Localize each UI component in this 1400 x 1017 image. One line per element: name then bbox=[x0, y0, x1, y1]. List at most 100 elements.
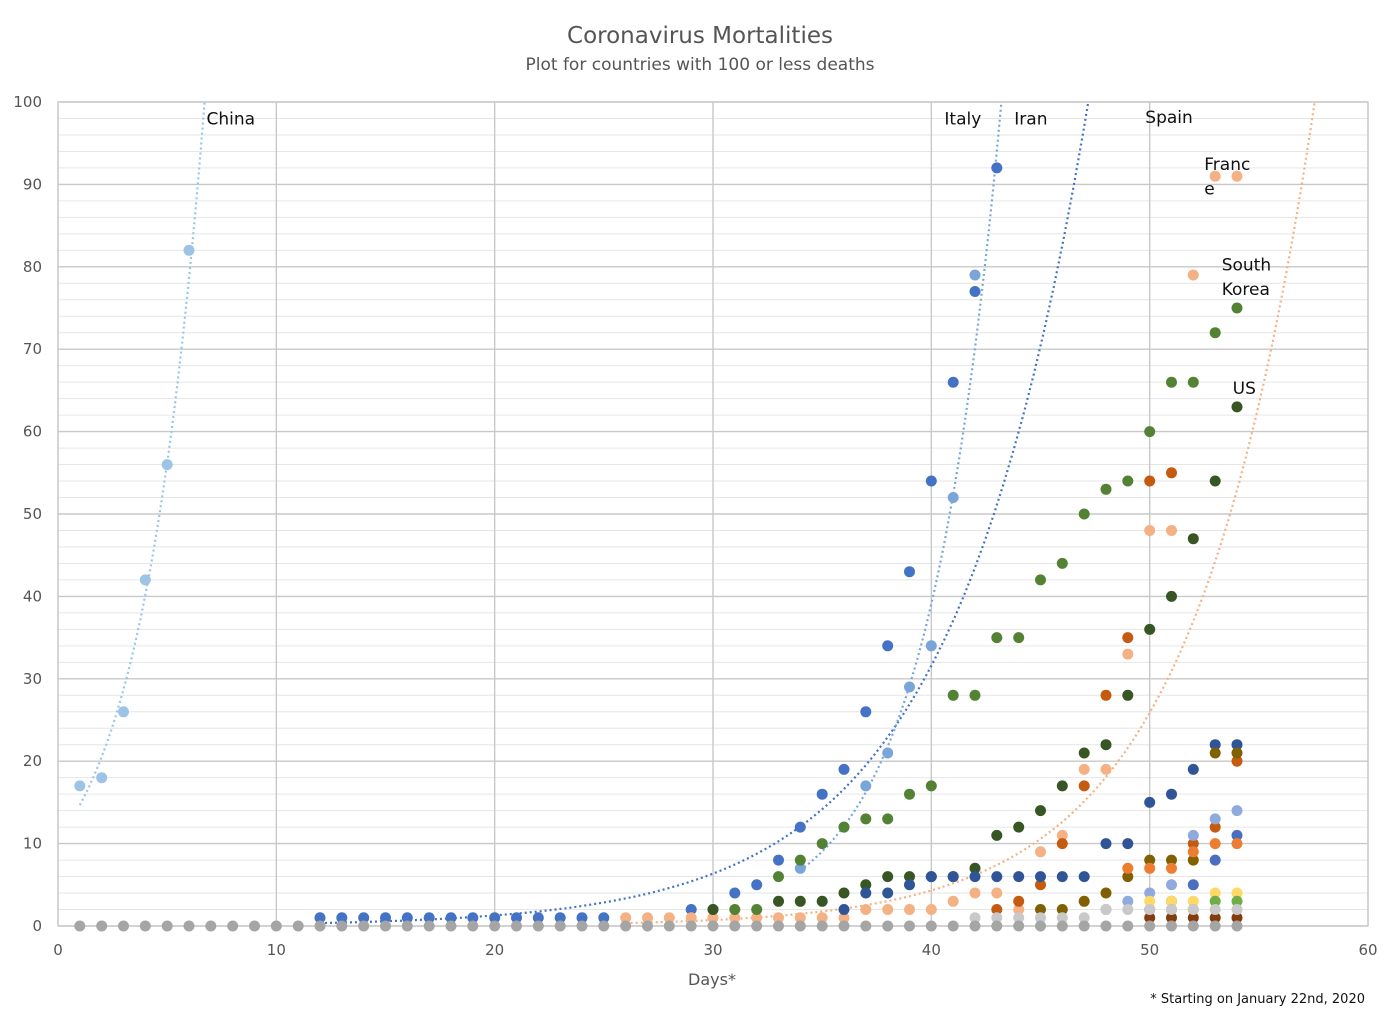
x-tick-label: 0 bbox=[53, 941, 63, 959]
data-point-series-16 bbox=[1035, 920, 1046, 932]
data-point-series-16 bbox=[860, 920, 872, 932]
data-point-series-4 bbox=[1056, 557, 1068, 569]
data-point-series-14 bbox=[1187, 912, 1199, 924]
data-point-series-16 bbox=[314, 920, 326, 932]
data-point-series-5 bbox=[1231, 755, 1243, 767]
x-tick-label: 60 bbox=[1358, 941, 1377, 959]
data-point-series-1 bbox=[860, 706, 872, 718]
data-point-series-16 bbox=[576, 920, 588, 932]
x-tick-label: 40 bbox=[922, 941, 941, 959]
data-point-series-4 bbox=[1035, 574, 1046, 586]
data-point-series-4 bbox=[1100, 483, 1112, 495]
data-points bbox=[74, 162, 1243, 932]
data-point-series-8 bbox=[1144, 854, 1156, 866]
data-point-series-16 bbox=[1209, 920, 1221, 932]
data-point-series-16 bbox=[685, 920, 697, 932]
data-point-series-11 bbox=[1209, 838, 1221, 850]
data-point-series-1 bbox=[336, 912, 348, 924]
data-point-series-15 bbox=[1056, 912, 1068, 924]
data-point-series-16 bbox=[183, 920, 195, 932]
data-point-series-10 bbox=[1231, 829, 1243, 841]
data-point-series-12 bbox=[1231, 887, 1243, 899]
data-point-series-16 bbox=[969, 920, 981, 932]
data-point-series-4 bbox=[1187, 376, 1199, 388]
data-point-series-16 bbox=[751, 920, 763, 932]
data-point-series-1 bbox=[380, 912, 391, 924]
data-point-series-15 bbox=[1187, 904, 1199, 915]
data-point-series-1 bbox=[925, 475, 937, 487]
data-point-series-16 bbox=[1122, 920, 1134, 932]
data-point-series-16 bbox=[1231, 920, 1243, 932]
data-point-series-1 bbox=[882, 640, 894, 652]
data-point-series-16 bbox=[74, 920, 86, 932]
annotation-label: Korea bbox=[1222, 280, 1270, 300]
data-point-series-8 bbox=[1078, 895, 1090, 907]
data-point-series-8 bbox=[1122, 871, 1134, 883]
data-point-series-4 bbox=[882, 813, 894, 825]
data-point-series-0 bbox=[118, 706, 129, 718]
y-tick-label: 10 bbox=[23, 835, 42, 853]
data-point-series-4 bbox=[860, 813, 872, 825]
data-point-series-16 bbox=[1013, 920, 1025, 932]
chart-title: Coronavirus Mortalities bbox=[567, 23, 833, 49]
data-point-series-7 bbox=[1013, 871, 1025, 883]
footnote: * Starting on January 22nd, 2020 bbox=[1150, 992, 1365, 1007]
data-point-series-16 bbox=[1056, 920, 1068, 932]
data-point-series-3 bbox=[1013, 904, 1025, 915]
data-point-series-1 bbox=[554, 912, 566, 924]
data-point-series-8 bbox=[1035, 904, 1046, 915]
data-point-series-16 bbox=[838, 920, 850, 932]
data-point-series-7 bbox=[1166, 788, 1177, 800]
data-point-series-7 bbox=[1209, 739, 1221, 751]
data-point-series-1 bbox=[773, 854, 784, 866]
data-point-series-16 bbox=[423, 920, 435, 932]
data-point-series-1 bbox=[816, 788, 828, 800]
data-point-series-7 bbox=[1144, 796, 1156, 808]
y-tick-label: 40 bbox=[23, 587, 42, 605]
data-point-series-5 bbox=[1035, 879, 1046, 891]
data-point-series-16 bbox=[532, 920, 544, 932]
data-point-series-4 bbox=[1209, 327, 1221, 339]
data-point-series-4 bbox=[1078, 508, 1090, 520]
data-point-series-16 bbox=[1078, 920, 1090, 932]
data-point-series-15 bbox=[1122, 904, 1134, 915]
data-point-series-6 bbox=[1122, 689, 1134, 701]
data-point-series-8 bbox=[1056, 904, 1068, 915]
data-point-series-8 bbox=[1100, 887, 1112, 899]
y-tick-label: 90 bbox=[23, 175, 42, 193]
data-point-series-1 bbox=[969, 286, 981, 297]
data-point-series-14 bbox=[1166, 912, 1177, 924]
data-point-series-8 bbox=[1231, 747, 1243, 759]
data-point-series-12 bbox=[1209, 887, 1221, 899]
data-point-series-16 bbox=[991, 920, 1003, 932]
data-point-series-9 bbox=[1209, 813, 1221, 825]
data-point-series-11 bbox=[1187, 846, 1199, 858]
data-point-series-6 bbox=[1100, 739, 1112, 751]
y-tick-label: 80 bbox=[23, 258, 42, 276]
data-point-series-1 bbox=[532, 912, 544, 924]
data-point-series-6 bbox=[1187, 533, 1199, 545]
data-point-series-16 bbox=[925, 920, 937, 932]
data-point-series-16 bbox=[1144, 920, 1156, 932]
y-tick-label: 100 bbox=[13, 93, 42, 111]
data-point-series-6 bbox=[707, 904, 719, 915]
x-tick-label: 30 bbox=[703, 941, 722, 959]
y-tick-label: 50 bbox=[23, 505, 42, 523]
data-point-series-0 bbox=[96, 772, 108, 784]
data-point-series-16 bbox=[598, 920, 610, 932]
data-point-series-7 bbox=[1056, 871, 1068, 883]
data-point-series-2 bbox=[794, 862, 806, 874]
data-point-series-4 bbox=[1122, 475, 1134, 487]
data-point-series-3 bbox=[1078, 763, 1090, 775]
data-point-series-3 bbox=[991, 887, 1003, 899]
data-point-series-3 bbox=[642, 912, 653, 924]
data-point-series-11 bbox=[1144, 862, 1156, 874]
data-point-series-15 bbox=[1100, 904, 1112, 915]
data-point-series-2 bbox=[860, 780, 872, 792]
annotations: China Italy Iran Spain Franc e South Korea US bbox=[206, 108, 1271, 399]
data-point-series-3 bbox=[773, 912, 784, 924]
data-point-series-5 bbox=[1144, 475, 1156, 487]
data-point-series-15 bbox=[1209, 904, 1221, 915]
chart-subtitle: Plot for countries with 100 or less deat… bbox=[526, 55, 875, 75]
data-point-series-16 bbox=[663, 920, 675, 932]
